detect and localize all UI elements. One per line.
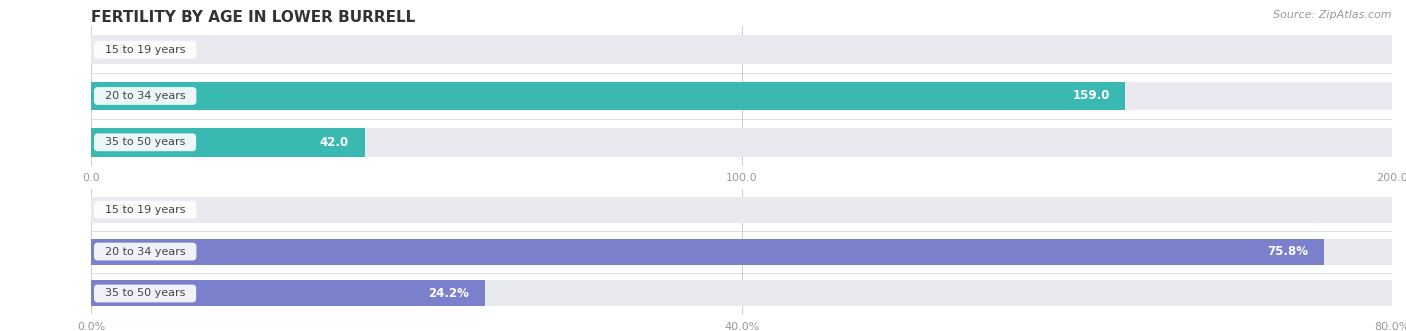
Bar [91, 128, 1392, 157]
Text: 35 to 50 years: 35 to 50 years [98, 137, 193, 147]
Text: 35 to 50 years: 35 to 50 years [98, 289, 193, 299]
Bar [91, 128, 364, 157]
Text: 0.0%: 0.0% [107, 203, 139, 216]
Text: 20 to 34 years: 20 to 34 years [98, 247, 193, 257]
Text: 24.2%: 24.2% [429, 287, 470, 300]
Text: 159.0: 159.0 [1073, 89, 1109, 103]
Text: 15 to 19 years: 15 to 19 years [98, 205, 193, 214]
Bar [91, 197, 1392, 223]
Text: Source: ZipAtlas.com: Source: ZipAtlas.com [1274, 10, 1392, 20]
Bar [91, 82, 1392, 110]
Bar [91, 239, 1392, 264]
Text: 15 to 19 years: 15 to 19 years [98, 45, 193, 55]
Bar [91, 35, 1392, 64]
Bar [91, 239, 1323, 264]
Bar [91, 280, 1392, 307]
Bar [91, 280, 485, 307]
Text: 42.0: 42.0 [319, 136, 349, 149]
Text: 75.8%: 75.8% [1267, 245, 1308, 258]
Bar [91, 82, 1125, 110]
Text: 20 to 34 years: 20 to 34 years [98, 91, 193, 101]
Text: 0.0: 0.0 [107, 43, 128, 56]
Text: FERTILITY BY AGE IN LOWER BURRELL: FERTILITY BY AGE IN LOWER BURRELL [91, 10, 416, 25]
